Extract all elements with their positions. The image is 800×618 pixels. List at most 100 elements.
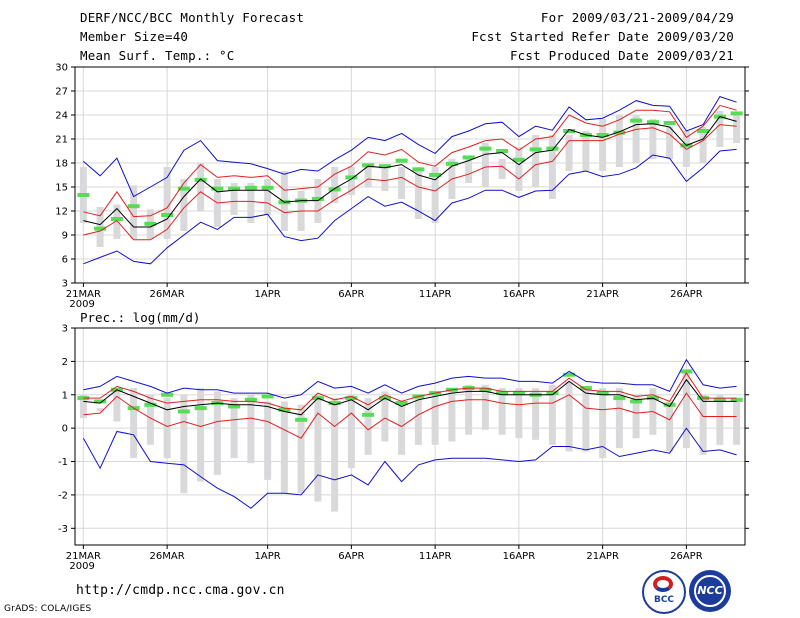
box-bar	[666, 127, 674, 159]
box-bar	[632, 115, 640, 163]
box-bar	[230, 183, 238, 215]
median-marker	[596, 133, 609, 137]
x-tick-year-label: 2009	[69, 299, 94, 310]
box-bar	[230, 398, 238, 459]
median-marker	[328, 401, 341, 406]
bcc-logo-text: BCC	[653, 595, 675, 605]
y-tick-label: 15	[55, 183, 68, 194]
box-bar	[398, 401, 406, 455]
median-marker	[730, 397, 743, 402]
y-tick-label: 6	[62, 255, 68, 266]
median-marker	[177, 409, 190, 414]
box-bar	[264, 401, 272, 480]
median-marker	[345, 175, 358, 180]
box-bar	[431, 391, 439, 445]
y-tick-label: 18	[55, 159, 68, 170]
median-marker	[663, 121, 676, 125]
y-tick-label: 21	[55, 135, 68, 146]
median-marker	[261, 394, 274, 399]
inner-lower-line	[83, 392, 737, 439]
box-bar	[548, 135, 556, 199]
median-marker	[345, 396, 358, 401]
y-tick-label: 9	[62, 231, 68, 242]
box-bar	[146, 394, 154, 445]
fcst-started-date: Fcst Started Refer Date 2009/03/20	[471, 29, 734, 44]
x-tick-label: 1APR	[255, 289, 281, 300]
box-bar	[398, 167, 406, 199]
y-tick-label: 0	[62, 424, 68, 435]
median-marker	[663, 402, 676, 407]
box-bar	[381, 167, 389, 191]
box-bar	[582, 131, 590, 171]
median-marker	[462, 155, 475, 160]
box-bar	[481, 143, 489, 187]
median-marker	[378, 164, 391, 169]
median-marker	[613, 396, 626, 401]
median-marker	[94, 399, 107, 404]
outer-lower-line	[82, 427, 737, 509]
median-marker	[479, 146, 492, 151]
box-bar	[280, 401, 288, 494]
box-bar	[431, 167, 439, 223]
box-bar	[481, 384, 489, 430]
inner-upper-line	[83, 372, 737, 411]
median-marker	[77, 396, 90, 401]
median-marker	[680, 369, 693, 374]
member-size: Member Size=40	[80, 29, 189, 44]
median-marker	[228, 186, 241, 191]
median-marker	[161, 392, 174, 397]
y-tick-label: -2	[58, 490, 68, 501]
box-bar	[498, 388, 506, 435]
y-tick-label: 12	[55, 207, 68, 218]
median-marker	[228, 404, 241, 409]
y-tick-label: 2	[62, 357, 68, 368]
box-bar	[699, 394, 707, 455]
outer-lower-line	[83, 148, 737, 265]
x-tick-label: 26APR	[670, 289, 703, 300]
box-bar	[699, 127, 707, 163]
x-tick-label: 11APR	[419, 551, 452, 562]
box-bar	[113, 204, 121, 239]
box-bar	[599, 119, 607, 171]
x-tick-year-label: 2009	[69, 561, 94, 572]
median-marker	[445, 161, 458, 166]
box-bar	[331, 167, 339, 203]
median-marker	[362, 412, 375, 417]
box-bar	[515, 147, 523, 191]
median-marker	[697, 129, 710, 133]
median-marker	[77, 193, 90, 197]
median-marker	[613, 130, 626, 135]
box-bar	[180, 394, 188, 494]
median-marker	[144, 221, 157, 226]
median-marker	[177, 186, 190, 191]
median-marker	[596, 391, 609, 396]
x-tick-label: 21MAR	[66, 551, 101, 562]
box-bar	[130, 388, 138, 459]
grads-credit: GrADS: COLA/IGES	[4, 604, 92, 614]
median-marker	[161, 213, 174, 217]
box-bar	[465, 384, 473, 435]
box-bar	[364, 398, 372, 455]
box-bar	[532, 135, 540, 187]
prec-panel-title: Prec.: log(mm/d)	[80, 310, 200, 325]
median-marker	[579, 386, 592, 391]
box-bar	[649, 119, 657, 159]
box-bar	[213, 391, 221, 475]
box-bar	[113, 388, 121, 422]
median-marker	[144, 402, 157, 407]
x-tick-label: 21APR	[586, 551, 619, 562]
box-bar	[532, 388, 540, 440]
box-bar	[615, 388, 623, 449]
box-bar	[632, 394, 640, 439]
chart-title: DERF/NCC/BCC Monthly Forecast	[80, 10, 305, 25]
x-tick-label: 26MAR	[150, 551, 185, 562]
box-bar	[498, 159, 506, 179]
ensemble-mean-line	[83, 116, 737, 228]
box-bar	[716, 394, 724, 445]
variable-label: Mean Surf. Temp.: °C	[80, 48, 235, 63]
fcst-produced-date: Fcst Produced Date 2009/03/21	[509, 48, 734, 63]
source-url[interactable]: http://cmdp.ncc.cma.gov.cn	[76, 583, 285, 598]
box-bar	[247, 183, 255, 223]
